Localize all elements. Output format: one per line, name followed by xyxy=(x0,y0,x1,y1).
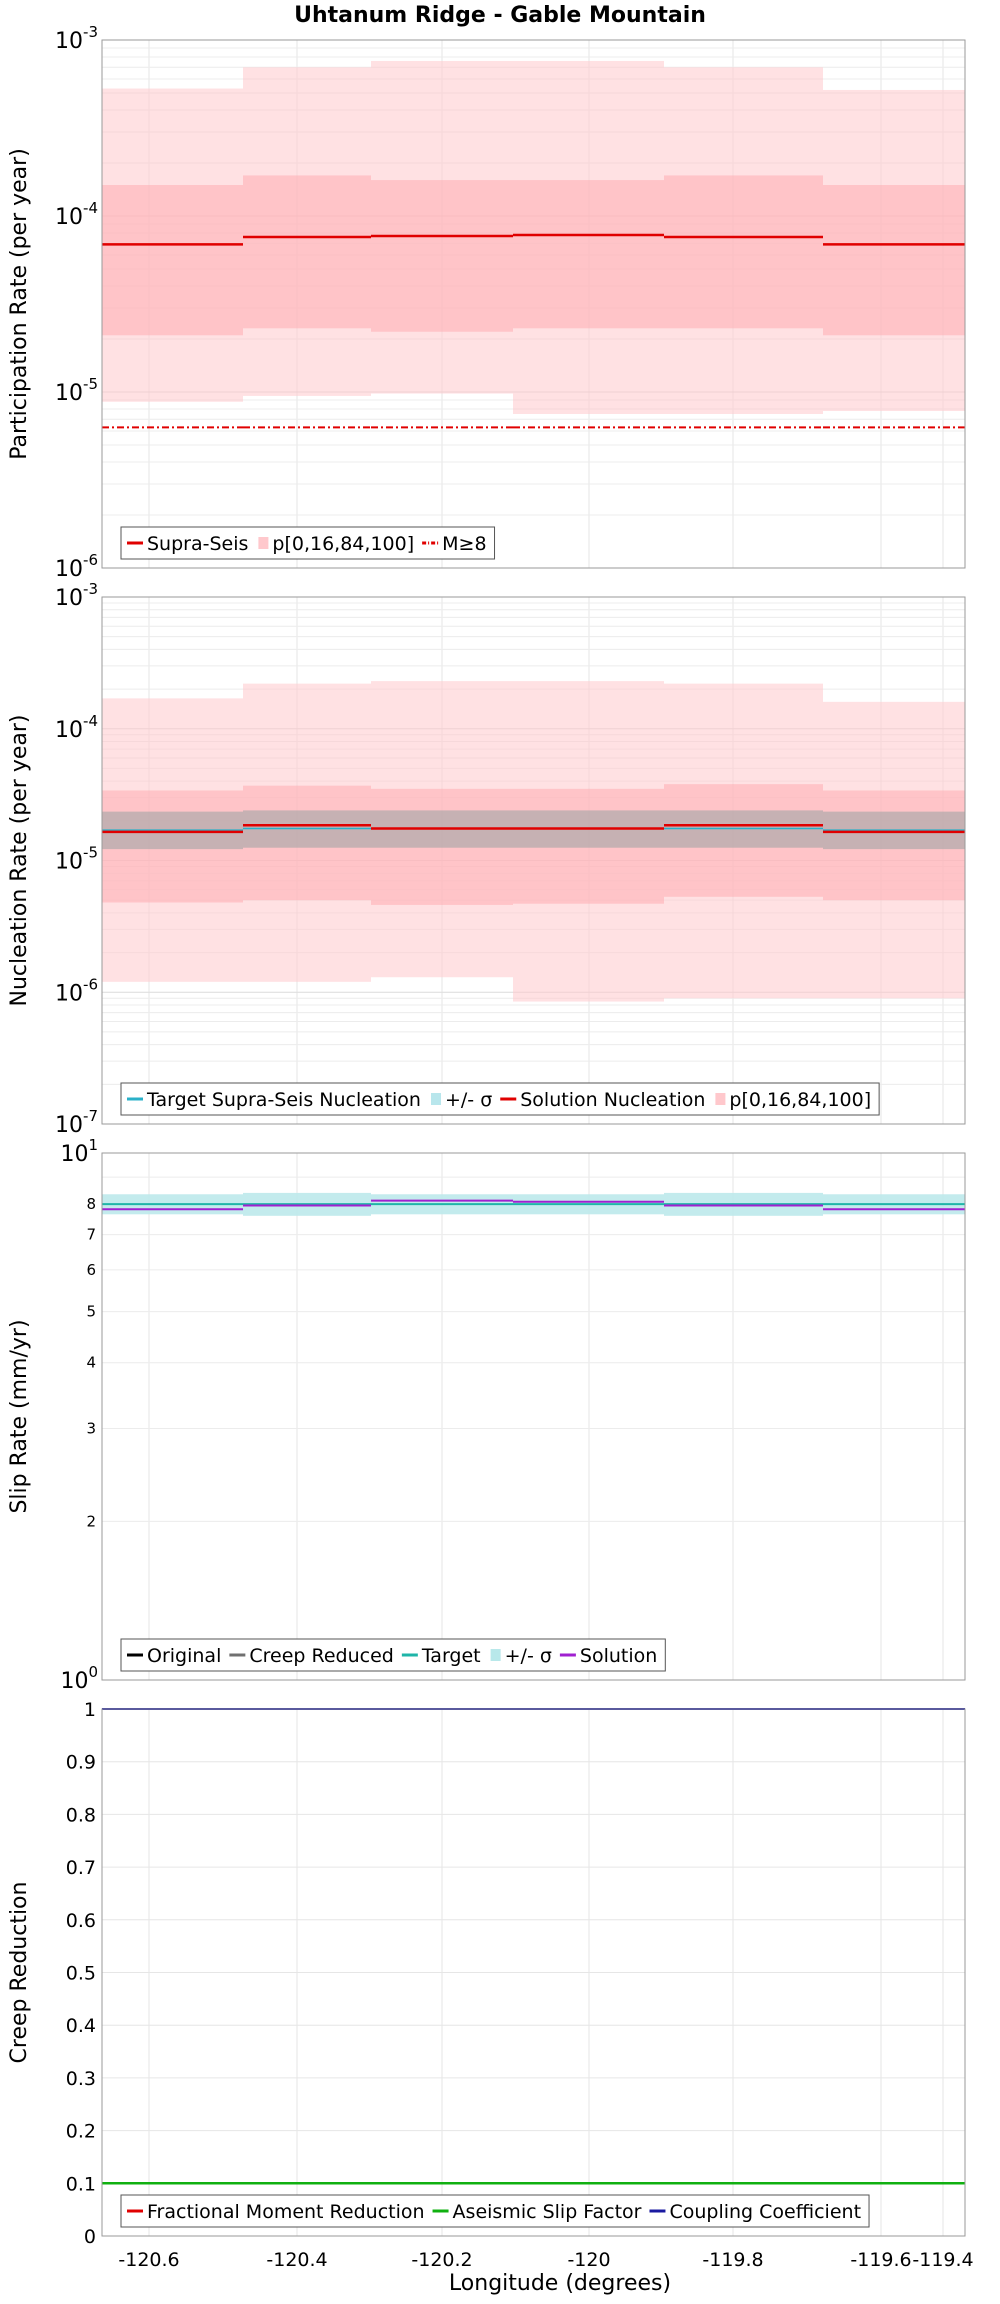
y-minor-tick-label: 4 xyxy=(86,1354,96,1372)
legend-label: Target xyxy=(421,1645,481,1667)
y-minor-tick-label: 8 xyxy=(86,1195,96,1213)
y-tick-label: 0.7 xyxy=(66,1857,96,1879)
series-solution-nucleation xyxy=(102,824,965,834)
y-axis-label: Participation Rate (per year) xyxy=(7,148,32,460)
y-tick-label: 10-7 xyxy=(55,1107,98,1138)
y-tick-label: 101 xyxy=(60,1136,98,1167)
plot-frame xyxy=(101,1708,966,2237)
series-supra-seis xyxy=(102,233,965,246)
legend-swatch xyxy=(490,1649,501,1661)
y-minor-tick-label: 5 xyxy=(86,1303,96,1321)
legend-swatch-band xyxy=(258,537,269,549)
y-tick-label: 0.9 xyxy=(66,1752,96,1774)
y-tick-labels: 0 0.1 0.2 0.3 0.4 0.5 0.6 0.7 0.8 0.9 1 xyxy=(66,1699,96,2248)
legend-label: Fractional Moment Reduction xyxy=(147,2201,425,2223)
y-tick-label: 0.3 xyxy=(66,2068,96,2090)
band-1-segment xyxy=(243,175,371,329)
y-axis-label: Slip Rate (mm/yr) xyxy=(7,1319,32,1513)
y-axis-label: Nucleation Rate (per year) xyxy=(7,715,32,1007)
y-tick-label: 10-6 xyxy=(55,975,98,1006)
y-minor-tick-label: 7 xyxy=(86,1226,96,1244)
legend: Original Creep Reduced Target +/- σ Solution xyxy=(120,1638,666,1672)
legend-label: Original xyxy=(147,1645,221,1667)
y-tick-labels: 10-6 10-5 10-4 10-3 xyxy=(55,23,98,582)
y-tick-label: 10-5 xyxy=(55,375,98,406)
x-axis-label: Longitude (degrees) xyxy=(449,2271,671,2296)
plot-frame xyxy=(101,596,966,1125)
panel-nucleation: 10-7 10-6 10-5 10-4 10-3 Nucleation Rate (per… xyxy=(7,580,966,1138)
x-tick-label: -119.6 xyxy=(850,2249,911,2271)
x-tick-label: -120.2 xyxy=(411,2249,472,2271)
plot-frame xyxy=(101,1152,966,1681)
y-tick-label: 0.8 xyxy=(66,1804,96,1826)
legend-label: p[0,16,84,100] xyxy=(272,533,414,555)
band-1-segment xyxy=(664,175,823,329)
panel-creep: 0 0.1 0.2 0.3 0.4 0.5 0.6 0.7 0.8 0.9 1 Creep Reduc… xyxy=(7,1699,974,2271)
y-minor-tick-label: 6 xyxy=(86,1261,96,1279)
y-tick-label: 0.1 xyxy=(66,2173,96,2195)
legend-swatch-band xyxy=(490,1649,501,1661)
y-tick-label: 10-6 xyxy=(55,551,98,582)
legend-label: p[0,16,84,100] xyxy=(729,1089,871,1111)
legend: Fractional Moment Reduction Aseismic Slip… xyxy=(120,2194,870,2228)
legend-label: +/- σ xyxy=(505,1645,552,1667)
x-tick-label: -120.4 xyxy=(266,2249,327,2271)
y-tick-labels: 100 101 2 3 4 5 6 7 8 xyxy=(60,1136,98,1694)
y-tick-label: 0 xyxy=(84,2226,96,2248)
legend-label: Target Supra-Seis Nucleation xyxy=(146,1089,421,1111)
y-tick-labels: 10-7 10-6 10-5 10-4 10-3 xyxy=(55,580,98,1138)
y-minor-tick-label: 3 xyxy=(86,1420,96,1438)
legend-swatch xyxy=(715,1093,726,1105)
band-1-segment xyxy=(823,185,965,336)
y-tick-label: 100 xyxy=(60,1663,98,1694)
band-1-segment xyxy=(513,180,664,329)
panel-participation: 10-6 10-5 10-4 10-3 Participation Rate (per … xyxy=(7,23,966,582)
legend-label: Supra-Seis xyxy=(147,533,248,555)
legend-label: M≥8 xyxy=(442,533,486,555)
series-solution xyxy=(102,1199,965,1211)
y-tick-label: 10-3 xyxy=(55,580,98,611)
x-tick-labels: -120.6 -120.4 -120.2 -120 -119.8 -119.6 -119.4 xyxy=(118,2249,973,2271)
y-tick-label: 1 xyxy=(84,1699,96,1721)
plot-area xyxy=(102,1153,965,1680)
legend-label: Solution Nucleation xyxy=(520,1089,705,1111)
chart-title: Uhtanum Ridge - Gable Mountain xyxy=(294,3,706,28)
legend-swatch xyxy=(258,537,269,549)
band-1-segment xyxy=(102,185,243,336)
legend-swatch xyxy=(430,1093,441,1105)
y-tick-label: 0.2 xyxy=(66,2121,96,2143)
y-minor-tick-label: 2 xyxy=(86,1512,96,1530)
legend-frame xyxy=(120,2194,870,2228)
panel-slip: 100 101 2 3 4 5 6 7 8 Slip Rate (mm/yr) Original Cr… xyxy=(7,1136,966,1694)
x-tick-label: -119.8 xyxy=(702,2249,763,2271)
legend-frame xyxy=(120,1082,880,1116)
legend: Supra-Seis p[0,16,84,100] M≥8 xyxy=(120,526,496,560)
x-tick-label: -120.6 xyxy=(118,2249,179,2271)
plot-frame xyxy=(101,39,966,569)
band-1-segment xyxy=(371,180,513,332)
legend-swatch-band xyxy=(715,1093,726,1105)
legend: Target Supra-Seis Nucleation +/- σ Solutio… xyxy=(120,1082,880,1116)
legend-label: Aseismic Slip Factor xyxy=(453,2201,642,2223)
x-tick-label: -120 xyxy=(567,2249,610,2271)
legend-swatch-band xyxy=(430,1093,441,1105)
legend-label: +/- σ xyxy=(445,1089,492,1111)
y-tick-label: 0.5 xyxy=(66,1963,96,1985)
x-tick-label: -119.4 xyxy=(912,2249,973,2271)
legend-label: Coupling Coefficient xyxy=(669,2201,861,2223)
y-tick-label: 10-3 xyxy=(55,23,98,54)
y-tick-label: 0.4 xyxy=(66,2015,96,2037)
y-tick-label: 10-5 xyxy=(55,844,98,875)
y-tick-label: 10-4 xyxy=(55,199,98,230)
y-axis-label: Creep Reduction xyxy=(7,1882,32,2064)
legend-label: Solution xyxy=(580,1645,657,1667)
y-tick-label: 0.6 xyxy=(66,1910,96,1932)
y-tick-label: 10-4 xyxy=(55,712,98,743)
legend-label: Creep Reduced xyxy=(249,1645,393,1667)
